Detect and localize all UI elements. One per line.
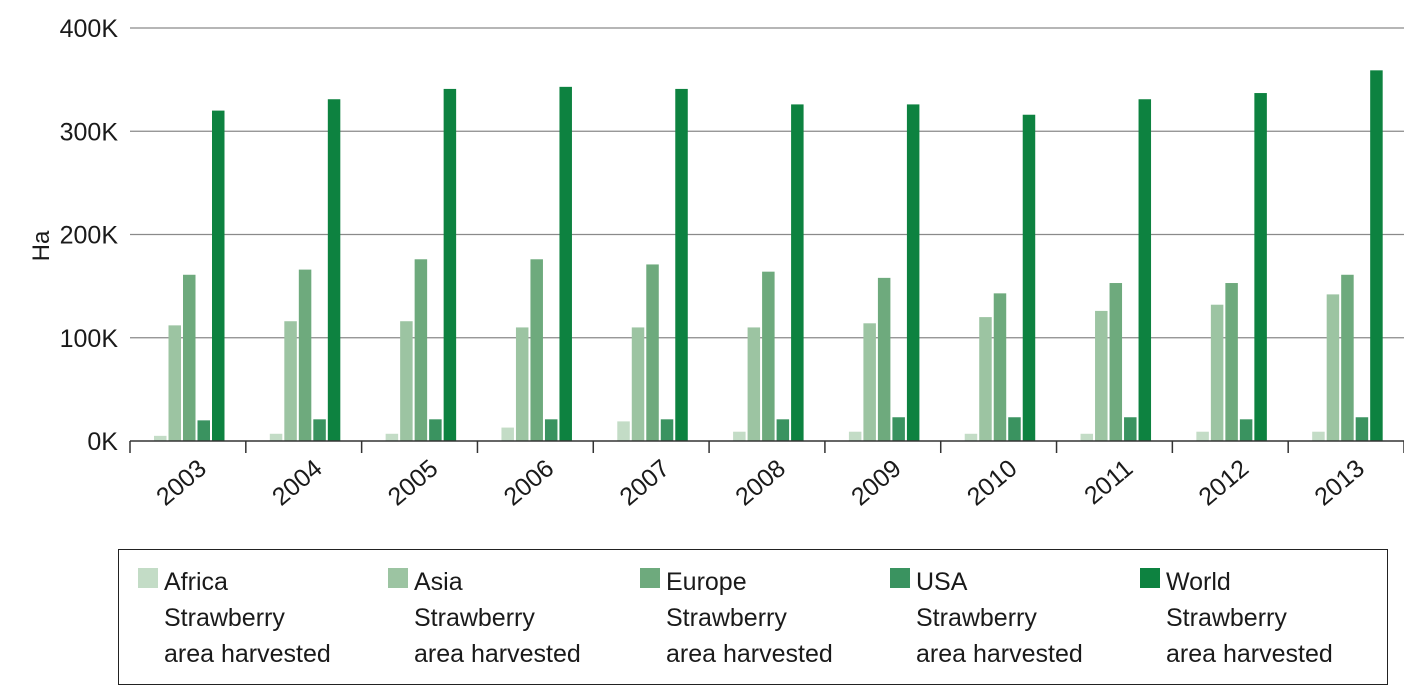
bar-world-2013 bbox=[1370, 70, 1383, 442]
legend-swatch-asia bbox=[388, 568, 408, 588]
bar-europe-2012 bbox=[1225, 283, 1238, 441]
bar-asia-2003 bbox=[168, 325, 181, 441]
x-tick-label: 2006 bbox=[499, 454, 560, 511]
bar-usa-2005 bbox=[429, 419, 442, 441]
legend-label-usa: USA Strawberry area harvested bbox=[916, 568, 1083, 668]
bar-asia-2013 bbox=[1326, 294, 1340, 441]
legend-label-africa: Africa Strawberry area harvested bbox=[164, 568, 331, 668]
bar-africa-2006 bbox=[501, 427, 514, 441]
bar-africa-2003 bbox=[154, 435, 167, 441]
bar-usa-2003 bbox=[197, 420, 210, 441]
bar-africa-2008 bbox=[733, 431, 746, 441]
bar-world-2007 bbox=[675, 88, 688, 441]
legend-label-world: World Strawberry area harvested bbox=[1166, 568, 1333, 668]
x-tick-label: 2008 bbox=[730, 454, 791, 511]
bar-usa-2009 bbox=[892, 417, 905, 441]
bars bbox=[154, 70, 1383, 442]
y-tick-label: 300K bbox=[60, 118, 119, 146]
bar-world-2011 bbox=[1138, 99, 1152, 442]
bar-africa-2009 bbox=[848, 431, 862, 441]
legend-swatch-europe bbox=[640, 568, 660, 588]
legend-label-europe: Europe Strawberry area harvested bbox=[666, 568, 833, 668]
x-tick-label: 2003 bbox=[151, 454, 212, 511]
bar-asia-2005 bbox=[400, 321, 413, 441]
y-tick-label: 400K bbox=[60, 15, 119, 43]
legend-swatch-usa bbox=[890, 568, 910, 588]
bar-europe-2007 bbox=[646, 264, 659, 441]
bar-europe-2010 bbox=[993, 293, 1007, 441]
bar-world-2005 bbox=[443, 88, 457, 441]
y-tick-label: 200K bbox=[60, 222, 119, 250]
bar-asia-2007 bbox=[631, 327, 645, 441]
bar-europe-2011 bbox=[1109, 283, 1123, 441]
x-tick-label: 2013 bbox=[1309, 454, 1370, 511]
bar-europe-2003 bbox=[183, 274, 196, 441]
bar-africa-2013 bbox=[1312, 431, 1325, 441]
y-axis-title: Ha bbox=[28, 230, 55, 261]
bar-usa-2008 bbox=[776, 419, 790, 441]
x-tick-label: 2012 bbox=[1194, 454, 1255, 511]
bar-world-2012 bbox=[1254, 93, 1267, 442]
bar-world-2003 bbox=[212, 110, 225, 441]
bar-europe-2013 bbox=[1341, 274, 1354, 441]
legend-item-asia: Asia Strawberry area harvested bbox=[388, 564, 581, 672]
bar-asia-2009 bbox=[863, 323, 876, 441]
bar-africa-2012 bbox=[1196, 431, 1209, 441]
bar-africa-2004 bbox=[269, 433, 283, 441]
legend: Africa Strawberry area harvested Asia Straw… bbox=[118, 549, 1388, 685]
x-tick-label: 2011 bbox=[1079, 454, 1138, 510]
bar-world-2010 bbox=[1022, 114, 1036, 441]
y-tick-label: 0K bbox=[87, 428, 118, 456]
bar-asia-2010 bbox=[979, 317, 992, 441]
bar-europe-2008 bbox=[762, 271, 775, 441]
bar-africa-2005 bbox=[385, 433, 399, 441]
x-tick-label: 2004 bbox=[267, 454, 328, 511]
bar-asia-2006 bbox=[515, 327, 529, 441]
bar-africa-2010 bbox=[964, 433, 978, 441]
legend-item-europe: Europe Strawberry area harvested bbox=[640, 564, 833, 672]
bar-africa-2007 bbox=[617, 421, 630, 441]
x-tick-label: 2005 bbox=[383, 454, 444, 511]
bar-usa-2006 bbox=[544, 419, 558, 441]
bar-world-2006 bbox=[559, 86, 572, 441]
bar-usa-2013 bbox=[1355, 417, 1369, 441]
legend-item-africa: Africa Strawberry area harvested bbox=[138, 564, 331, 672]
bar-europe-2009 bbox=[877, 277, 891, 441]
bar-world-2004 bbox=[327, 99, 341, 442]
bar-usa-2011 bbox=[1124, 417, 1137, 441]
x-tick-label: 2009 bbox=[846, 454, 907, 511]
bar-europe-2005 bbox=[414, 259, 428, 441]
bar-chart: 0K 100K 200K 300K 400K 2003 2004 2005 2006 2007 20… bbox=[28, 15, 1404, 511]
legend-item-world: World Strawberry area harvested bbox=[1140, 564, 1333, 672]
legend-swatch-africa bbox=[138, 568, 158, 588]
bar-asia-2004 bbox=[284, 321, 297, 441]
x-tick-label: 2007 bbox=[614, 454, 675, 511]
bar-europe-2006 bbox=[530, 259, 543, 441]
bar-world-2008 bbox=[791, 104, 804, 441]
y-tick-label: 100K bbox=[60, 325, 119, 353]
legend-label-asia: Asia Strawberry area harvested bbox=[414, 568, 581, 668]
legend-item-usa: USA Strawberry area harvested bbox=[890, 564, 1083, 672]
bar-asia-2008 bbox=[747, 327, 761, 441]
bar-usa-2007 bbox=[660, 419, 674, 441]
legend-swatch-world bbox=[1140, 568, 1160, 588]
bar-asia-2011 bbox=[1095, 310, 1108, 441]
bar-africa-2011 bbox=[1080, 433, 1094, 441]
bar-usa-2010 bbox=[1008, 417, 1021, 441]
x-tick-label: 2010 bbox=[962, 454, 1023, 511]
bar-world-2009 bbox=[906, 104, 920, 441]
bar-usa-2012 bbox=[1239, 419, 1253, 441]
bar-asia-2012 bbox=[1210, 304, 1224, 441]
bar-europe-2004 bbox=[298, 269, 312, 441]
bar-usa-2004 bbox=[313, 419, 326, 441]
